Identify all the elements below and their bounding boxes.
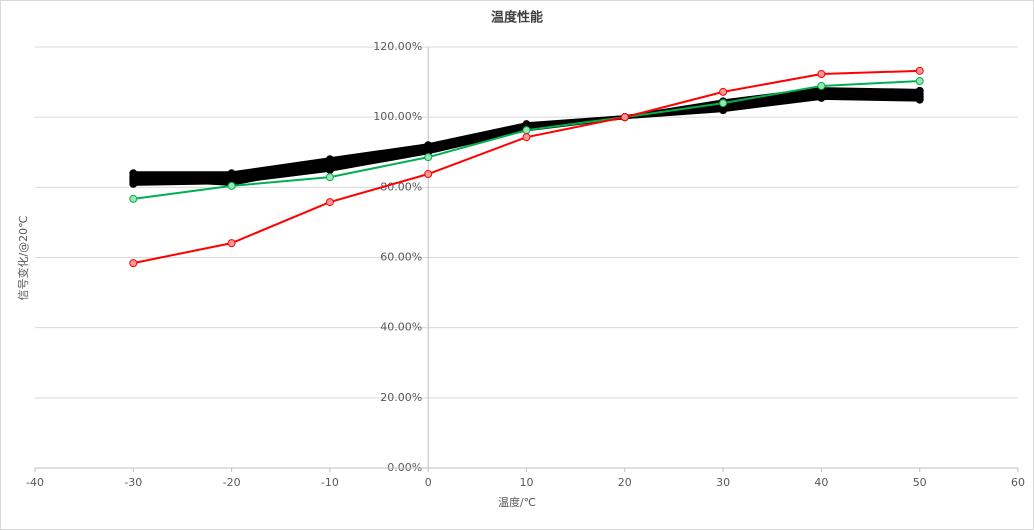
x-axis-title: 温度/℃ — [498, 495, 536, 509]
point — [325, 198, 334, 207]
point — [915, 77, 924, 86]
y-tick-label: 80.00% — [380, 180, 422, 193]
point — [915, 66, 924, 75]
point — [620, 113, 629, 122]
point — [424, 170, 433, 179]
point — [227, 169, 236, 178]
y-tick-label: 40.00% — [380, 321, 422, 334]
point — [227, 181, 236, 190]
point — [325, 173, 334, 182]
chart-title: 温度性能 — [491, 10, 543, 26]
point — [915, 92, 924, 101]
x-tick-label: -30 — [124, 476, 142, 489]
point — [129, 194, 138, 203]
point — [129, 259, 138, 268]
point — [227, 239, 236, 248]
y-axis-title: 信号变化/@20℃ — [16, 215, 30, 300]
point — [817, 70, 826, 79]
x-tick-label: 50 — [913, 476, 927, 489]
point — [719, 99, 728, 108]
x-tick-label: 0 — [425, 476, 432, 489]
point — [129, 174, 138, 183]
point — [522, 133, 531, 142]
x-tick-label: 60 — [1011, 476, 1025, 489]
point — [424, 153, 433, 162]
point — [817, 81, 826, 90]
point — [817, 90, 826, 99]
x-tick-label: -20 — [223, 476, 241, 489]
y-tick-label: 100.00% — [373, 110, 422, 123]
point — [719, 87, 728, 96]
x-tick-label: 40 — [814, 476, 828, 489]
y-tick-label: 60.00% — [380, 251, 422, 264]
y-tick-label: 20.00% — [380, 391, 422, 404]
x-tick-label: 10 — [520, 476, 534, 489]
point — [325, 160, 334, 169]
y-tick-label: 120.00% — [373, 40, 422, 53]
point — [522, 126, 531, 135]
x-tick-label: -40 — [26, 476, 44, 489]
x-tick-label: -10 — [321, 476, 339, 489]
x-tick-label: 20 — [618, 476, 632, 489]
point — [424, 146, 433, 155]
x-tick-label: 30 — [716, 476, 730, 489]
